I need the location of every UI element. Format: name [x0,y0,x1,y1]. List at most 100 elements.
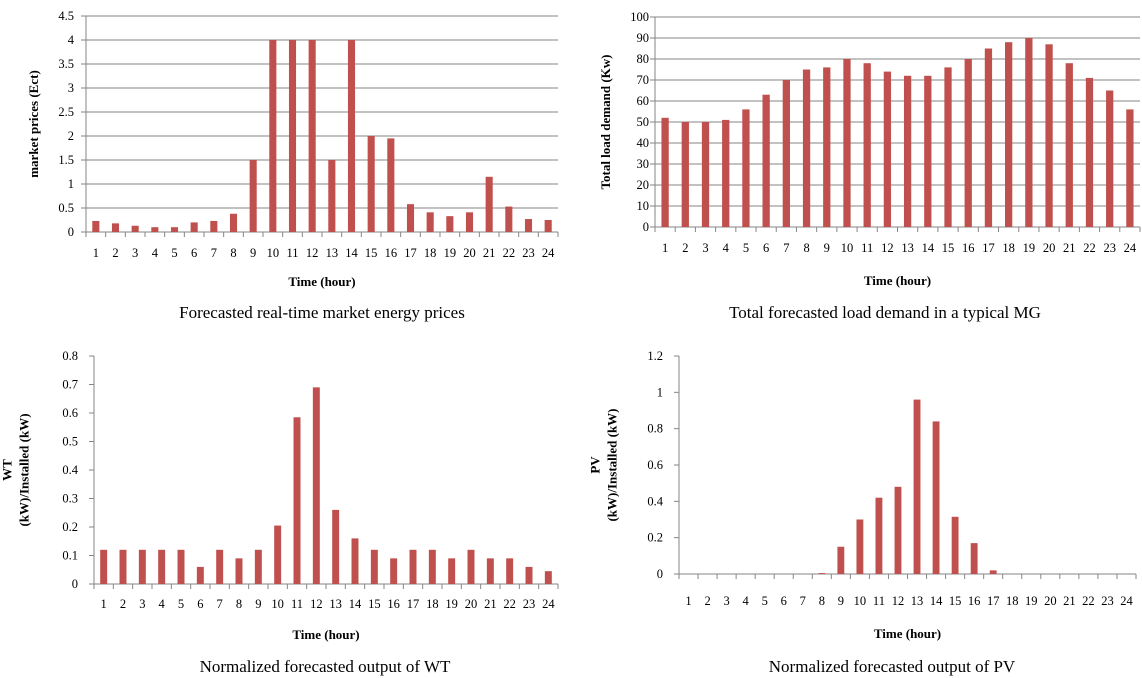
y-tick-label: 0.1 [62,549,78,563]
bar-hour-5 [170,227,179,232]
bar-hour-15 [944,67,952,228]
bar-hour-4 [151,227,159,232]
x-tick-label: 14 [345,246,358,260]
y-tick-label: 20 [637,178,650,192]
bar-hour-16 [964,59,972,227]
x-tick-label: 13 [326,246,339,260]
x-tick-label: 5 [743,241,749,255]
x-tick-label: 14 [922,241,935,255]
x-tick-label: 4 [743,594,750,608]
bar-hour-7 [216,549,224,584]
y-tick-label: 40 [637,136,650,150]
bar-hour-17 [409,549,417,584]
y-tick-label: 2 [68,129,74,143]
bar-hour-24 [544,220,552,232]
y-tick-label: 0.4 [62,463,78,477]
x-tick-label: 8 [819,594,825,608]
x-tick-label: 13 [911,594,924,608]
bar-hour-23 [525,566,533,584]
bar-hour-8 [235,558,243,584]
bar-hour-21 [486,558,494,584]
bar-hour-15 [367,136,375,232]
x-tick-label: 5 [171,246,177,260]
x-tick-label: 18 [1006,594,1019,608]
bar-hour-22 [505,206,513,232]
x-tick-label: 2 [112,246,118,260]
x-tick-label: 16 [387,597,400,611]
bar-hour-13 [332,509,340,584]
y-axis-title: PV [588,456,603,474]
bar-hour-6 [762,94,770,227]
x-tick-label: 19 [1023,241,1036,255]
x-tick-label: 1 [101,597,107,611]
y-tick-label: 4 [68,33,75,47]
x-tick-label: 8 [236,597,242,611]
x-tick-label: 9 [255,597,261,611]
bar-hour-2 [119,549,127,584]
y-tick-label: 2.5 [58,105,74,119]
y-axis-title: market prices (Ect) [26,70,41,178]
chart-caption: Forecasted real-time market energy price… [179,303,465,322]
x-tick-label: 10 [271,597,284,611]
chart-panel-1: 00.511.522.533.544.51 2 3 4 5 6 7 8 9 10 11 12 13 14 1… [26,9,559,322]
bar-hour-18 [426,212,434,232]
y-tick-label: 0.6 [62,406,78,420]
bar-hour-7 [782,80,790,227]
bar-hour-13 [913,399,921,574]
x-tick-label: 1 [685,594,691,608]
bar-hour-17 [989,570,997,574]
chart-caption: Total forecasted load demand in a typica… [729,303,1041,322]
y-tick-label: 50 [637,115,650,129]
x-tick-label: 20 [463,246,476,260]
x-tick-label: 20 [1044,594,1057,608]
bar-hour-21 [485,176,493,232]
x-tick-label: 22 [1083,241,1096,255]
x-tick-label: 9 [824,241,830,255]
bar-hour-22 [506,558,514,584]
x-tick-label: 12 [892,594,905,608]
bar-hour-11 [863,63,871,228]
y-axis-title: (kW)/Installed (kW) [605,408,620,521]
y-axis-title: WT [0,459,15,481]
bar-hour-14 [924,75,932,227]
bar-hour-19 [446,216,454,232]
bar-hour-17 [984,48,993,227]
x-tick-label: 24 [1120,594,1133,608]
bar-hour-18 [1005,42,1013,228]
bar-hour-12 [308,40,316,232]
x-tick-label: 20 [1043,241,1056,255]
bar-hour-24 [544,571,552,584]
bar-hour-11 [293,417,301,584]
x-tick-label: 11 [291,597,303,611]
y-tick-label: 70 [637,73,650,87]
bar-hour-23 [1106,90,1114,227]
bar-hour-3 [138,549,146,584]
x-tick-label: 16 [968,594,981,608]
x-tick-label: 11 [286,246,298,260]
y-tick-label: 1 [68,177,74,191]
chart-caption: Normalized forecasted output of WT [200,657,451,676]
bar-hour-14 [351,538,359,584]
x-tick-label: 2 [120,597,126,611]
bar-hour-8 [229,213,238,232]
x-tick-label: 13 [329,597,342,611]
x-tick-label: 4 [723,241,730,255]
chart-panel-3: 00.10.20.30.40.50.60.70.81 2 3 4 5 6 7 8 9 10 11 12… [0,349,559,676]
bar-hour-20 [467,549,475,584]
y-tick-label: 0.8 [62,349,78,363]
x-tick-label: 19 [444,246,457,260]
x-tick-label: 14 [930,594,943,608]
x-axis-title: Time (hour) [292,627,359,642]
y-tick-label: 10 [637,199,650,213]
y-tick-label: 0.8 [647,422,663,436]
bar-hour-7 [210,220,218,232]
x-tick-label: 22 [503,597,516,611]
y-axis-title: Total load demand (Kw) [598,55,613,190]
y-tick-label: 0 [68,225,74,239]
x-tick-label: 8 [230,246,236,260]
bar-hour-4 [158,549,166,584]
bar-hour-9 [254,549,262,584]
x-tick-label: 12 [881,241,894,255]
